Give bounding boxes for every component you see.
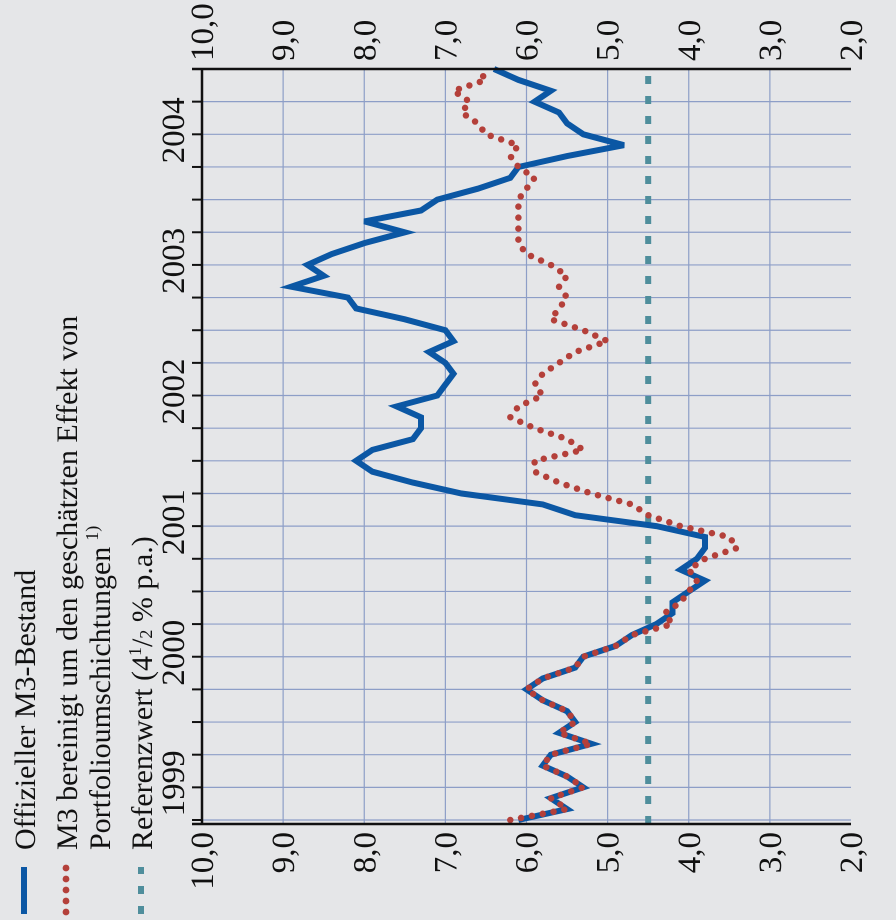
y-tick-label-left: 6,0 — [510, 832, 546, 873]
y-tick-label-left: 4,0 — [672, 832, 708, 873]
year-label: 2001 — [156, 489, 192, 555]
y-tick-label-left: 2,0 — [834, 832, 870, 873]
legend-footnote-marker: 1) — [82, 526, 103, 541]
tick-labels: 2,0 2,0 3,0 3,0 4,0 4,0 5,0 5,0 6,0 6,0 7,0 7,0 8,0 8… — [156, 3, 870, 890]
legend-adjusted-label-text: Portfolioumschichtungen — [84, 547, 117, 850]
legend-reference-label: Referenzwert (41/2 % p.a.) — [125, 536, 159, 850]
series-layer — [279, 65, 743, 824]
y-tick-label-right: 3,0 — [753, 20, 789, 61]
y-tick-label-right: 5,0 — [591, 20, 627, 61]
legend-adjusted-label-line1: M3 bereinigt um den geschätzten Effekt v… — [51, 316, 84, 850]
y-tick-label-right: 7,0 — [428, 20, 464, 61]
legend-reference-num: 1 — [125, 647, 145, 656]
axes — [192, 67, 851, 826]
legend-adjusted-swatch — [62, 864, 70, 916]
y-tick-label-right: 4,0 — [672, 20, 708, 61]
y-tick-label-left: 7,0 — [428, 832, 464, 873]
legend-reference-den: 2 — [136, 630, 156, 639]
legend-reference-slash: / — [126, 638, 159, 647]
y-tick-label-left: 8,0 — [347, 832, 383, 873]
y-tick-label-left: 10,0 — [185, 832, 221, 890]
year-label: 2003 — [156, 228, 192, 294]
legend: Offizieller M3-Bestand M3 bereinigt um d… — [9, 316, 159, 916]
y-tick-label-right: 8,0 — [347, 20, 383, 61]
y-tick-label-right: 10,0 — [185, 3, 221, 61]
y-tick-label-right: 9,0 — [266, 20, 302, 61]
year-label: 1999 — [156, 750, 192, 816]
series-adjusted-line — [446, 65, 743, 824]
y-tick-label-right: 2,0 — [834, 20, 870, 61]
y-tick-label-left: 3,0 — [753, 832, 789, 873]
legend-reference-prefix: Referenzwert (4 — [126, 656, 159, 850]
grid-lines — [201, 68, 851, 824]
y-tick-label-left: 9,0 — [266, 832, 302, 873]
y-tick-label-left: 5,0 — [591, 832, 627, 873]
legend-reference-suffix: % p.a.) — [126, 536, 159, 629]
year-label: 2004 — [156, 97, 192, 163]
year-label: 2002 — [156, 359, 192, 425]
y-tick-label-right: 6,0 — [510, 20, 546, 61]
legend-adjusted-label-line2: Portfolioumschichtungen 1) — [82, 526, 117, 850]
year-label: 2000 — [156, 620, 192, 686]
legend-official-label: Offizieller M3-Bestand — [9, 570, 42, 850]
